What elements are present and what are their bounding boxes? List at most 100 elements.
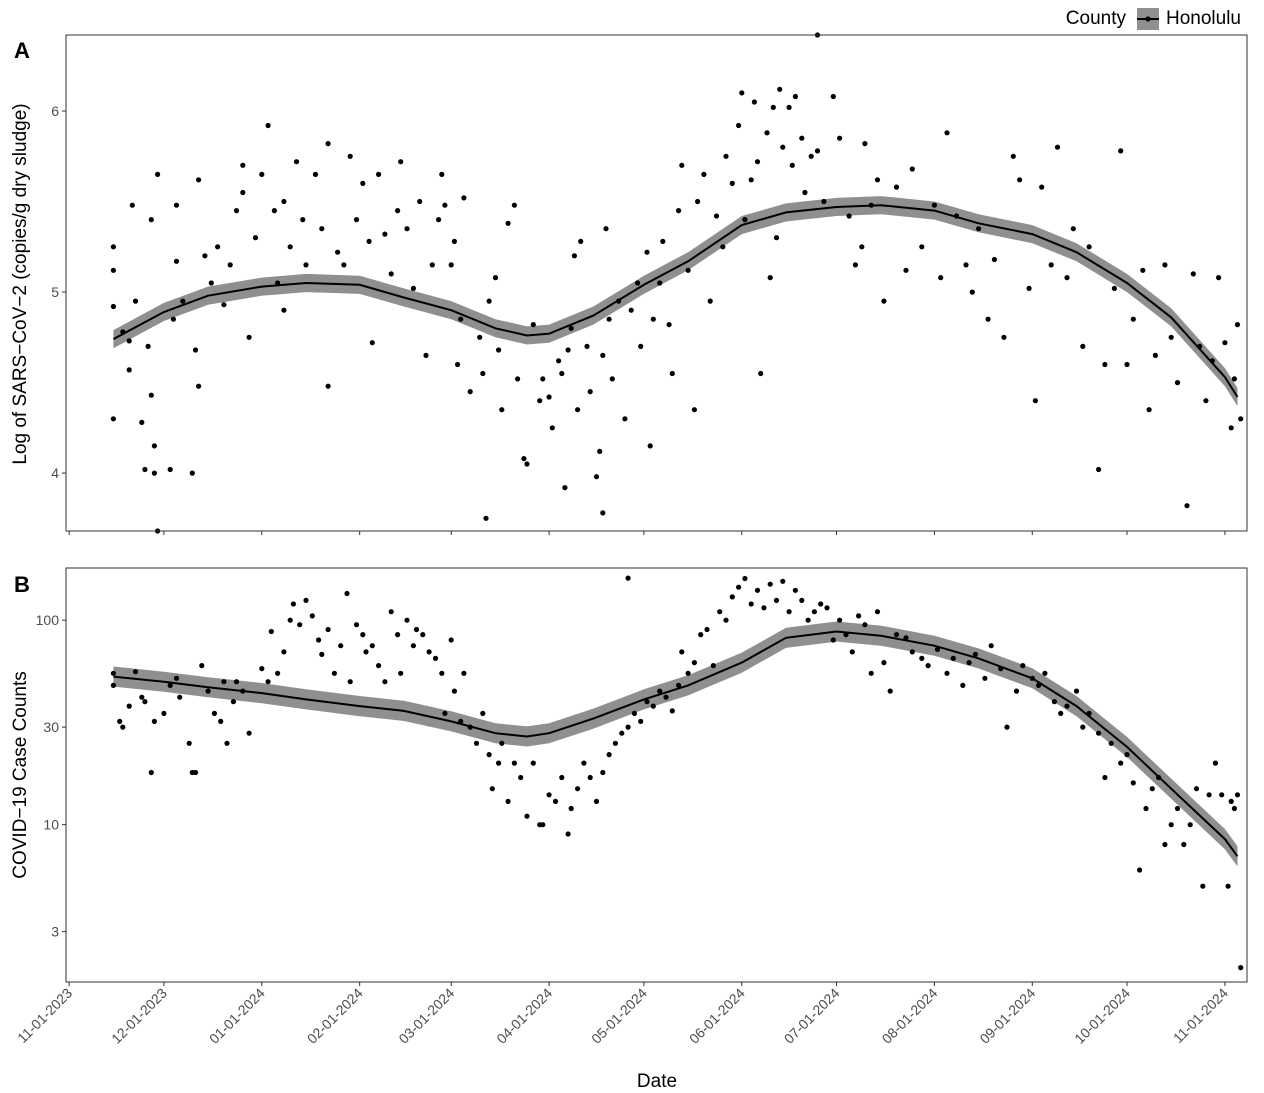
- data-point: [331, 670, 337, 676]
- data-point: [881, 660, 887, 666]
- data-point: [461, 670, 467, 676]
- data-point: [736, 122, 742, 129]
- data-point: [221, 302, 227, 308]
- data-point: [186, 740, 192, 746]
- data-point: [167, 466, 173, 473]
- data-point: [199, 663, 205, 669]
- data-point: [1058, 710, 1064, 717]
- data-point: [909, 166, 915, 172]
- x-tick-label: 07-01-2024: [781, 985, 843, 1047]
- panel-b-y-axis: 3 10 30 100: [36, 612, 66, 940]
- data-point: [1026, 285, 1032, 291]
- panel-a-y-axis: 4 5 6: [51, 103, 66, 481]
- data-point: [1096, 730, 1102, 736]
- data-point: [218, 718, 224, 725]
- data-point: [1064, 703, 1070, 709]
- data-point: [461, 195, 467, 201]
- data-point: [151, 470, 157, 476]
- data-point: [496, 347, 502, 353]
- data-point: [540, 822, 546, 828]
- data-point: [1212, 760, 1218, 766]
- data-point: [448, 262, 454, 268]
- data-point: [537, 398, 543, 404]
- data-point: [480, 710, 486, 717]
- data-point: [297, 622, 303, 628]
- data-point: [944, 670, 950, 676]
- data-point: [773, 597, 780, 604]
- data-point: [931, 202, 938, 208]
- data-point: [934, 646, 941, 653]
- data-point: [1238, 965, 1244, 971]
- data-point: [486, 298, 492, 304]
- data-point: [969, 289, 975, 295]
- x-tick-label: 05-01-2024: [588, 985, 650, 1047]
- data-point: [420, 632, 426, 638]
- data-point: [874, 609, 881, 615]
- data-point: [1225, 883, 1231, 889]
- data-point: [395, 208, 401, 214]
- data-point: [240, 162, 246, 168]
- panel-b-smooth-line: [113, 630, 1239, 857]
- data-point: [205, 688, 211, 694]
- data-point: [224, 740, 230, 746]
- panel-a-x-axis: [68, 531, 1226, 535]
- data-point: [325, 626, 331, 633]
- y-tick-label: 10: [43, 817, 59, 833]
- data-point: [436, 217, 442, 223]
- x-tick-label: 08-01-2024: [879, 985, 941, 1047]
- data-point: [120, 724, 126, 730]
- data-point: [1168, 334, 1174, 340]
- data-point: [139, 419, 145, 425]
- data-point: [483, 515, 489, 521]
- data-point: [748, 177, 754, 183]
- data-point: [448, 637, 454, 643]
- data-point: [458, 316, 464, 322]
- data-point: [325, 141, 331, 147]
- data-point: [830, 93, 836, 100]
- data-point: [1086, 244, 1092, 250]
- data-point: [410, 643, 416, 649]
- data-point: [868, 670, 874, 676]
- data-point: [1149, 786, 1155, 792]
- data-point: [764, 130, 770, 136]
- data-point: [773, 235, 780, 241]
- data-point: [467, 389, 473, 395]
- data-point: [423, 352, 429, 358]
- data-point: [691, 660, 698, 666]
- data-point: [893, 184, 900, 190]
- data-point: [142, 699, 148, 705]
- data-point: [451, 238, 457, 244]
- data-point: [290, 601, 296, 607]
- data-point: [660, 238, 666, 244]
- data-point: [1051, 699, 1057, 705]
- data-point: [780, 578, 786, 584]
- data-point: [1118, 760, 1124, 766]
- data-point: [110, 670, 116, 676]
- data-point: [837, 135, 843, 141]
- data-point: [991, 256, 998, 263]
- panel-a-border: [65, 34, 1248, 532]
- data-point: [281, 307, 287, 313]
- data-point: [202, 253, 208, 259]
- data-point: [808, 153, 814, 159]
- panel-b-tag: B: [14, 572, 30, 597]
- data-point: [309, 613, 315, 619]
- data-point: [546, 394, 552, 400]
- data-point: [777, 86, 783, 92]
- data-point: [830, 637, 836, 643]
- data-point: [1137, 867, 1143, 873]
- data-point: [792, 587, 799, 593]
- data-point: [148, 217, 154, 223]
- data-point: [221, 679, 227, 685]
- data-point: [710, 663, 716, 669]
- data-point: [644, 249, 650, 255]
- data-point: [1004, 724, 1010, 730]
- data-point: [859, 244, 865, 250]
- data-point: [802, 189, 808, 196]
- data-point: [723, 153, 729, 159]
- data-point: [360, 632, 366, 638]
- data-point: [685, 670, 691, 676]
- y-tick-label: 5: [51, 284, 59, 300]
- data-point: [335, 249, 341, 255]
- legend-title: County: [1066, 8, 1127, 29]
